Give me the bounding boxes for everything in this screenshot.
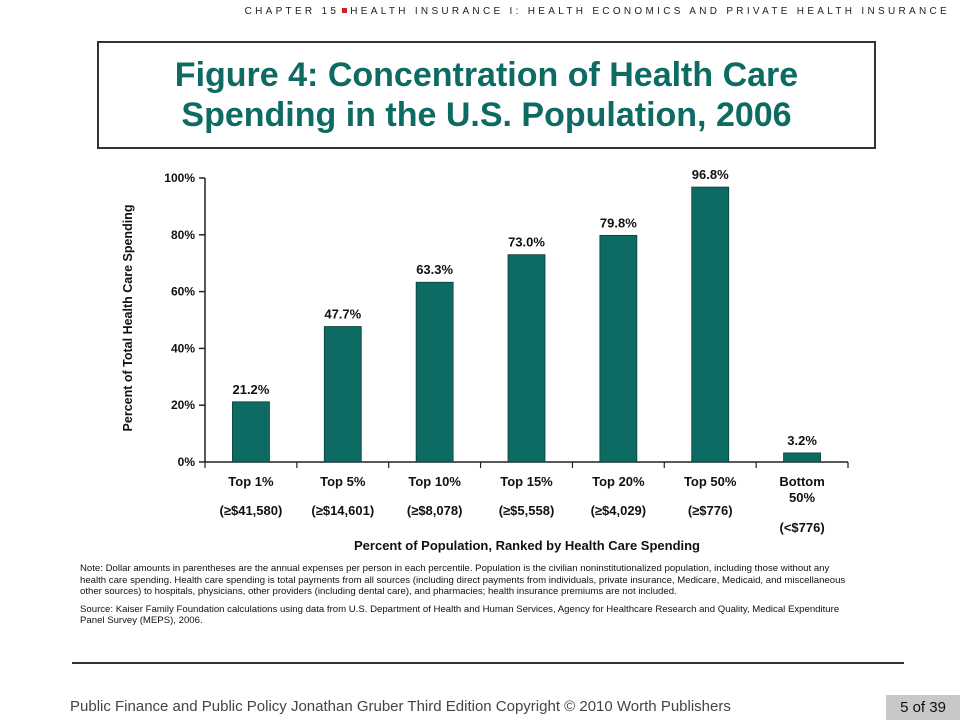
x-category-label: Top 50%	[684, 474, 737, 489]
chapter-topic: HEALTH INSURANCE I: HEALTH ECONOMICS AND…	[350, 6, 950, 17]
bars: 21.2% 47.7% 63.3% 73.0% 79.8% 96.8% 3.2%	[232, 167, 821, 463]
y-tick-label: 100%	[164, 171, 195, 185]
x-category-note: (≥$776)	[688, 503, 733, 518]
bar-value-label: 3.2%	[787, 433, 817, 448]
bar-value-label: 47.7%	[324, 307, 361, 322]
bar-value-label: 73.0%	[508, 235, 545, 250]
bar	[415, 281, 454, 463]
figure-notes: Note: Dollar amounts in parentheses are …	[80, 563, 850, 633]
note-text: Note: Dollar amounts in parentheses are …	[80, 563, 846, 598]
figure-title: Figure 4: Concentration of Health Care S…	[175, 55, 798, 135]
source-text: Source: Kaiser Family Foundation calcula…	[80, 603, 840, 627]
bar-value-label: 96.8%	[692, 167, 729, 182]
bar	[507, 254, 546, 463]
x-tick-labels: Top 1% (≥$41,580) Top 5% (≥$14,601) Top 10% (…	[204, 462, 849, 535]
y-tick-label: 20%	[171, 398, 195, 412]
y-tick-label: 40%	[171, 341, 195, 355]
figure-title-line-2: Spending in the U.S. Population, 2006	[181, 96, 792, 134]
y-tick-label: 60%	[171, 285, 195, 299]
y-tick-label: 80%	[171, 228, 195, 242]
bar	[691, 186, 730, 463]
figure-title-line-1: Figure 4: Concentration of Health Care	[174, 56, 799, 94]
separator-square-icon	[342, 8, 348, 14]
x-category-note: (≥$41,580)	[220, 503, 283, 518]
y-tick-label: 0%	[178, 455, 196, 469]
bar-value-label: 21.2%	[232, 382, 269, 397]
bar-chart: 0% 20% 40% 60% 80% 100% 21.2% 47.7% 63.3% 73.0% 7…	[121, 167, 849, 553]
chapter-header: CHAPTER 15 HEALTH INSURANCE I: HEALTH ECO…	[245, 6, 950, 17]
y-ticks: 0% 20% 40% 60% 80% 100%	[164, 171, 205, 469]
x-category-note: (≥$14,601)	[311, 503, 374, 518]
x-category-note: (≥$8,078)	[407, 503, 463, 518]
x-category-note: (≥$5,558)	[499, 503, 555, 518]
x-axis-title: Percent of Population, Ranked by Health …	[354, 538, 700, 553]
bar-value-label: 63.3%	[416, 262, 453, 277]
bar-value-label: 79.8%	[600, 215, 637, 230]
figure-title-box: Figure 4: Concentration of Health Care S…	[97, 41, 876, 149]
bar	[599, 234, 638, 463]
footer-citation: Public Finance and Public Policy Jonatha…	[70, 698, 731, 715]
x-category-note: (≥$4,029)	[591, 503, 647, 518]
x-category-note: (<$776)	[779, 520, 824, 535]
page-number: 5 of 39	[886, 695, 960, 720]
bar	[783, 452, 821, 463]
bar	[232, 401, 270, 463]
x-category-label: Top 15%	[500, 474, 553, 489]
y-axis-title: Percent of Total Health Care Spending	[121, 205, 135, 432]
chapter-label: CHAPTER 15	[244, 6, 340, 17]
footer-divider	[72, 662, 904, 664]
x-category-label: Bottom 50%	[779, 474, 825, 505]
x-category-label: Top 10%	[408, 474, 461, 489]
x-category-label: Top 20%	[592, 474, 645, 489]
x-category-label: Top 1%	[228, 474, 274, 489]
x-category-label: Top 5%	[320, 474, 366, 489]
bar	[323, 326, 362, 463]
